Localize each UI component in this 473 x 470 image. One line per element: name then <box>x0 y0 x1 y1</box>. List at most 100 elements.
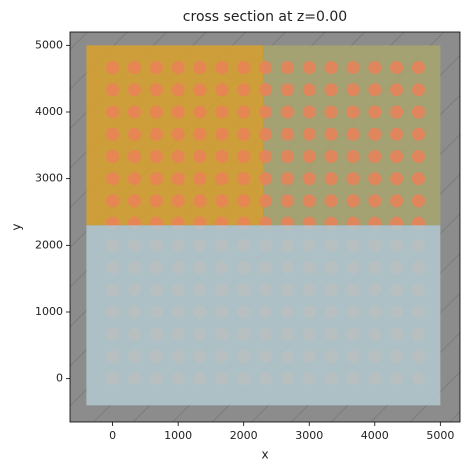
circle <box>193 83 207 97</box>
circle <box>390 83 404 97</box>
circle <box>368 172 382 186</box>
circle <box>390 172 404 186</box>
circle <box>368 127 382 141</box>
circle <box>149 172 163 186</box>
circle <box>193 60 207 75</box>
x-tick-label: 2000 <box>230 429 258 442</box>
x-tick-label: 4000 <box>361 429 389 442</box>
y-axis-label: y <box>10 223 24 230</box>
circle <box>106 149 120 164</box>
plot-area <box>70 32 460 422</box>
circle <box>324 194 338 208</box>
circle <box>302 105 316 119</box>
circle <box>127 127 141 141</box>
circle <box>237 83 251 97</box>
y-tick-label: 2000 <box>35 238 63 251</box>
circle <box>127 60 141 75</box>
circle <box>106 60 120 75</box>
circle <box>346 83 360 97</box>
circle <box>127 149 141 164</box>
circle <box>302 60 316 75</box>
circle <box>237 172 251 186</box>
circle <box>258 172 273 186</box>
circle <box>127 83 141 97</box>
circle <box>368 105 382 119</box>
y-tick-label: 4000 <box>35 105 63 118</box>
circle <box>106 105 120 119</box>
y-tick-label: 0 <box>56 372 63 385</box>
circle <box>258 83 273 97</box>
y-tick-label: 5000 <box>35 38 63 51</box>
circle <box>237 60 251 75</box>
circle <box>280 127 294 141</box>
circle <box>368 83 382 97</box>
circle <box>390 194 404 208</box>
circle <box>346 60 360 75</box>
overlay <box>86 225 441 406</box>
circle <box>215 83 229 97</box>
circle <box>106 194 120 208</box>
circle <box>280 60 294 75</box>
circle <box>280 149 294 164</box>
circle <box>368 60 382 75</box>
circle <box>106 172 120 186</box>
circle <box>368 149 382 164</box>
circle <box>390 149 404 164</box>
circle <box>149 60 163 75</box>
circle <box>106 127 120 141</box>
x-tick-label: 0 <box>109 429 116 442</box>
circle <box>258 127 273 141</box>
circle <box>149 83 163 97</box>
circle <box>237 149 251 164</box>
circle <box>258 149 273 164</box>
chart-title: cross section at z=0.00 <box>183 9 347 25</box>
circle <box>302 194 316 208</box>
circle <box>127 172 141 186</box>
circle <box>346 127 360 141</box>
circle <box>280 172 294 186</box>
circle <box>411 194 426 208</box>
circle <box>390 60 404 75</box>
axes-frame <box>69 31 461 423</box>
circle <box>280 194 294 208</box>
circle <box>411 83 426 97</box>
circle <box>127 194 141 208</box>
circle <box>324 60 338 75</box>
circle <box>127 105 141 119</box>
circle <box>237 194 251 208</box>
circle <box>302 127 316 141</box>
circle <box>215 127 229 141</box>
circle <box>215 60 229 75</box>
circle <box>346 105 360 119</box>
circle <box>411 149 426 164</box>
circle <box>171 83 185 97</box>
circle <box>390 105 404 119</box>
x-tick-label: 1000 <box>164 429 192 442</box>
circle <box>302 83 316 97</box>
circle <box>258 105 273 119</box>
circle <box>324 127 338 141</box>
y-tick-label: 3000 <box>35 172 63 185</box>
circle <box>193 127 207 141</box>
circle <box>215 149 229 164</box>
circle <box>193 194 207 208</box>
circle <box>346 172 360 186</box>
x-tick-label: 3000 <box>295 429 323 442</box>
circle <box>390 127 404 141</box>
circle <box>324 83 338 97</box>
circle <box>171 149 185 164</box>
circle <box>171 60 185 75</box>
circle <box>215 194 229 208</box>
circle <box>171 194 185 208</box>
circle <box>149 149 163 164</box>
circle <box>258 60 273 75</box>
y-tick-label: 1000 <box>35 305 63 318</box>
circle <box>149 194 163 208</box>
circle <box>411 127 426 141</box>
circle <box>171 105 185 119</box>
circle <box>346 149 360 164</box>
circle <box>193 105 207 119</box>
circle <box>193 149 207 164</box>
circle <box>258 194 273 208</box>
